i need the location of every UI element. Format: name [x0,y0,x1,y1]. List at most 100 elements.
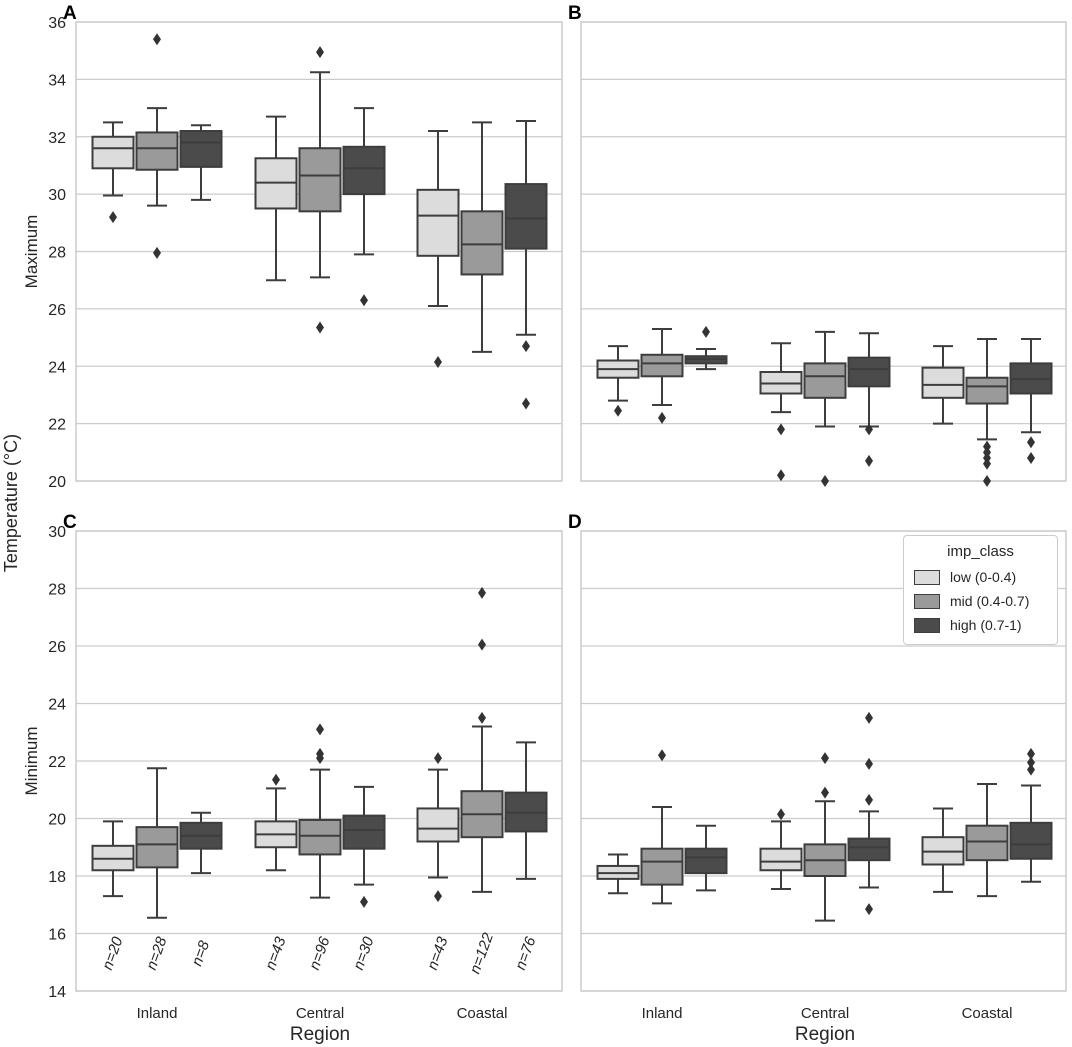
x-tick-label: Central [296,1005,344,1022]
n-label: n=20 [99,934,127,972]
legend-swatch-low [914,570,940,585]
box-iqr [1009,821,1053,860]
box-iqr [416,807,460,843]
shared-y-label: Temperature (°C) [1,434,21,572]
outlier-point [658,411,666,424]
box-inland-low: n=20 [91,820,135,972]
box-inland-mid: n=28 [135,767,179,972]
outlier-point [272,773,280,786]
box-iqr [135,826,179,869]
y-tick-label: 18 [48,869,66,886]
outlier-point [865,711,873,724]
box-inland-high [684,824,728,892]
panel-letter: B [568,3,582,24]
n-label: n=76 [512,934,540,972]
y-tick-label: 36 [48,15,66,32]
legend-label-low: low (0-0.4) [950,569,1017,585]
x-tick-label: Central [801,1005,849,1022]
panel-c: 14 16 18 20 22 24 26 28 30C Minimum Inland Central C… [22,512,563,1045]
outlier-point [865,903,873,916]
box-central-high [847,711,891,916]
outlier-point [153,246,161,259]
box-central-low [254,115,298,282]
box-coastal-mid [965,337,1009,487]
outlier-point [614,404,622,417]
box-inland-mid [135,33,179,259]
n-label: n=43 [424,934,452,972]
axes-frame [580,530,1067,992]
box-central-high [847,332,891,467]
legend-label-high: high (0.7-1) [950,617,1022,633]
outlier-point [983,475,991,487]
box-inland-high [179,124,223,201]
outlier-point [478,711,486,724]
box-central-mid: n=96 [298,723,342,972]
outlier-point [434,355,442,368]
panel-d: D Inland Central Coastal Region [568,512,1067,1045]
box-iqr [684,847,728,875]
box-iqr [298,147,342,213]
y-tick-label: 16 [48,927,66,944]
box-coastal-high: n=76 [504,741,548,972]
outlier-point [478,638,486,651]
outlier-point [316,723,324,736]
y-tick-label: 34 [48,72,66,89]
box-central-mid [803,752,847,922]
n-label: n=122 [467,930,498,976]
box-coastal-mid [965,783,1009,898]
outlier-point [865,454,873,467]
y-tick-label: 24 [48,359,66,376]
box-coastal-high [1009,337,1053,465]
box-iqr [847,356,891,388]
box-iqr [803,362,847,399]
box-iqr [179,130,223,168]
outlier-point [360,895,368,908]
outlier-point [658,749,666,762]
axes-frame [75,21,563,482]
outlier-point [434,752,442,765]
box-coastal-high [504,119,548,410]
box-inland-mid [640,327,684,424]
y-tick-label: 22 [48,417,66,434]
outlier-point [360,294,368,307]
box-iqr [504,183,548,250]
outlier-point [821,475,829,487]
outlier-point [434,890,442,903]
box-coastal-low: n=43 [416,752,460,972]
legend: imp_class low (0-0.4) mid (0.4-0.7) high… [903,535,1058,645]
y-tick-label: 20 [48,474,66,491]
y-tick-label: 28 [48,245,66,262]
x-tick-label: Coastal [457,1005,508,1022]
y-axis-label: Minimum [22,727,41,796]
box-iqr [91,135,135,170]
box-coastal-low [921,807,965,893]
y-axis-label: Maximum [22,215,41,289]
box-inland-high [684,325,728,371]
outlier-point [316,321,324,334]
outlier-point [1027,763,1035,776]
box-inland-low [596,853,640,895]
axes-frame [75,530,563,992]
legend-swatch-mid [914,594,940,609]
outlier-point [316,747,324,760]
outlier-point [865,793,873,806]
outlier-point [777,423,785,436]
box-inland-high: n=8 [179,811,223,968]
y-tick-label: 14 [48,984,66,1001]
box-coastal-mid [460,121,504,353]
outlier-point [1027,452,1035,465]
box-iqr [416,188,460,257]
y-tick-label: 26 [48,639,66,656]
y-tick-label: 24 [48,697,66,714]
box-central-high [342,107,386,307]
box-inland-low [596,345,640,417]
outlier-point [478,586,486,599]
box-iqr [342,145,386,196]
outlier-point [109,211,117,224]
outlier-point [821,786,829,799]
box-iqr [460,210,504,276]
n-label: n=28 [143,934,171,972]
panel-letter: A [63,3,77,24]
panel-b: B [568,3,1067,487]
